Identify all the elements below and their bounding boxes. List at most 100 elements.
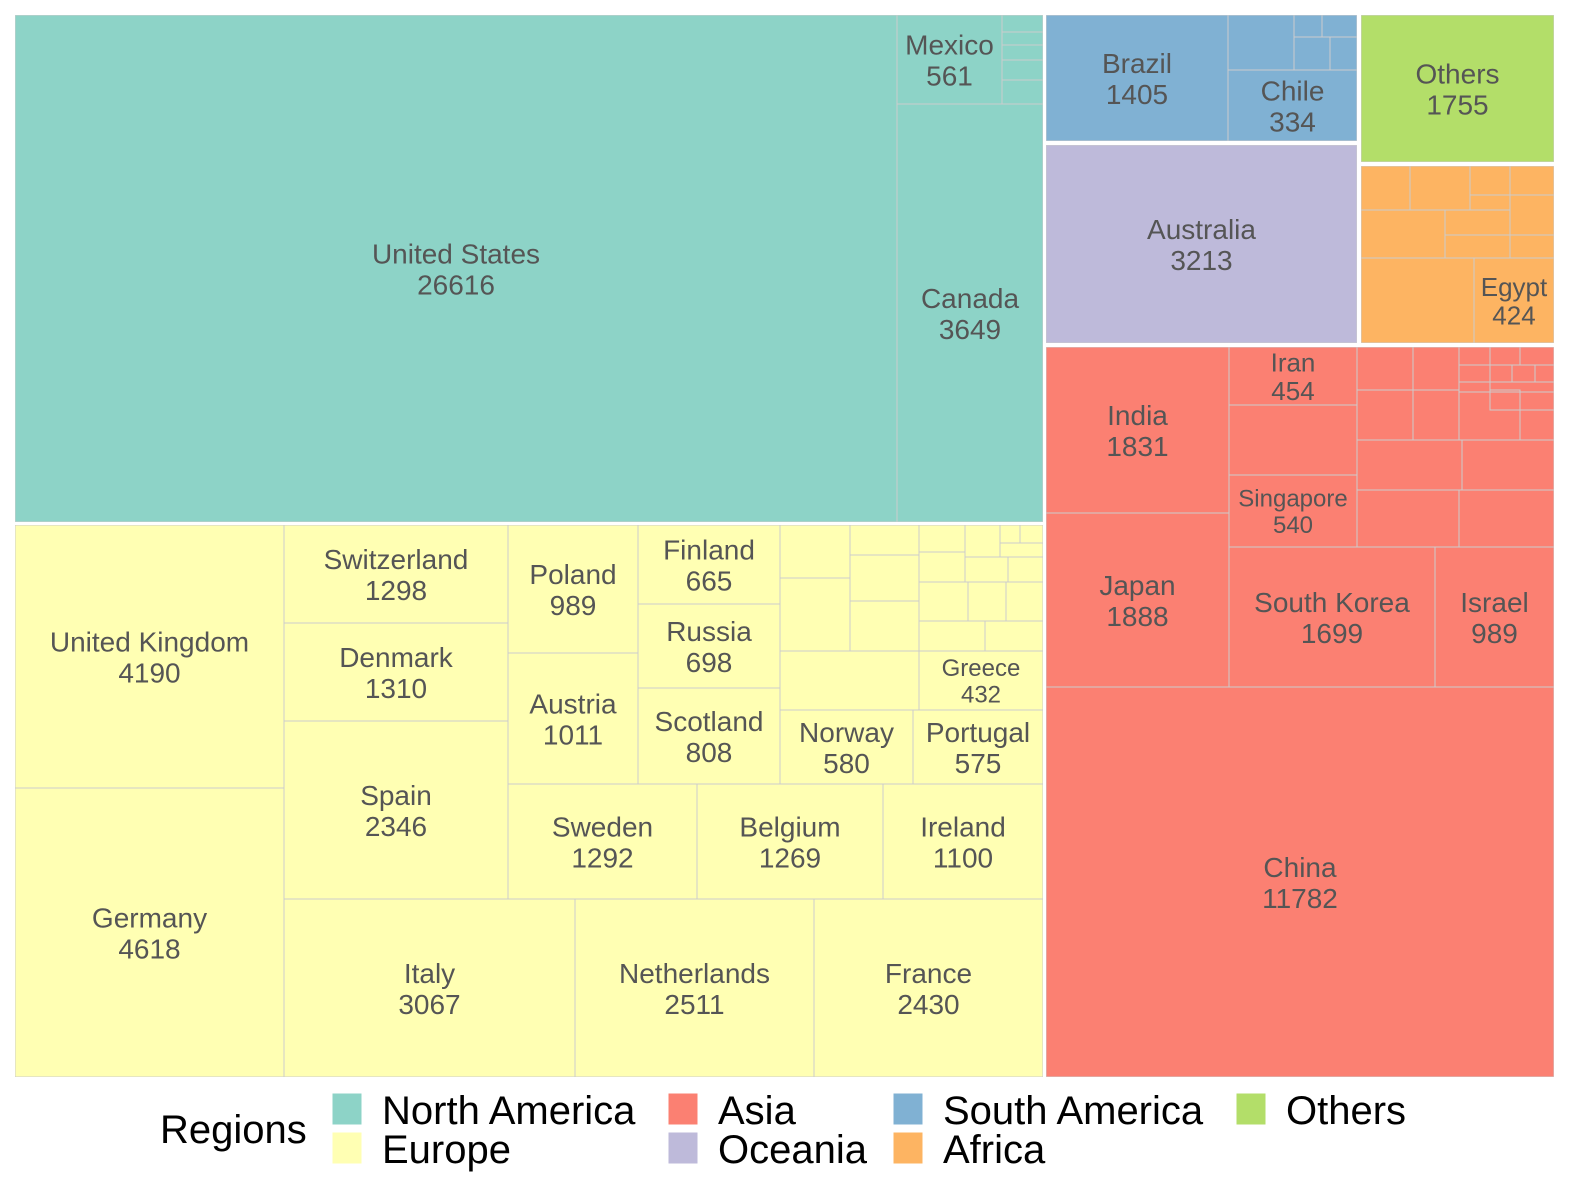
tile-label-australia: Australia [1147, 214, 1256, 245]
small-tile [999, 542, 1044, 558]
tile-label-japan: Japan [1099, 570, 1175, 601]
tile-label-sweden: Sweden [552, 811, 653, 842]
tile-label-india: India [1107, 400, 1168, 431]
tile-value-south-korea: 1699 [1301, 618, 1363, 649]
tile-value-finland: 665 [686, 565, 733, 596]
tile-value-austria: 1011 [543, 719, 603, 750]
tile-label-italy: Italy [404, 958, 455, 989]
small-tile [1321, 14, 1358, 38]
small-tile [1409, 165, 1471, 211]
tile-value-united-kingdom: 4190 [118, 657, 180, 688]
tile-label-others: Others [1415, 58, 1499, 89]
legend-label-others: Others [1286, 1089, 1406, 1133]
tile-label-scotland: Scotland [655, 706, 764, 737]
small-tile [1489, 346, 1521, 366]
tile-china [1045, 686, 1555, 1078]
small-tile [1469, 194, 1511, 211]
tile-value-brazil: 1405 [1106, 79, 1168, 110]
tile-israel [1434, 546, 1555, 688]
small-tile [1412, 389, 1460, 441]
small-tile [1360, 209, 1446, 259]
small-tile [1001, 59, 1044, 81]
small-tile [1356, 489, 1460, 548]
small-tile [967, 581, 1007, 622]
legend-swatch-south-america [892, 1092, 924, 1126]
small-tile [1412, 346, 1460, 391]
legend-swatch-africa [892, 1131, 924, 1165]
small-tile [1458, 346, 1491, 366]
small-tile [1001, 31, 1044, 46]
small-tile [849, 600, 920, 652]
tile-value-sweden: 1292 [571, 842, 633, 873]
tile-others [1360, 14, 1555, 163]
small-tile [1007, 556, 1044, 583]
tile-value-denmark: 1310 [365, 673, 427, 704]
tile-label-norway: Norway [799, 717, 894, 748]
tile-value-portugal: 575 [955, 748, 1002, 779]
tile-value-ireland: 1100 [933, 842, 993, 873]
tile-norway [779, 709, 914, 785]
small-tile [964, 524, 1001, 558]
small-tile [1458, 489, 1555, 548]
small-tile [1019, 524, 1044, 544]
tile-mexico [896, 14, 1003, 105]
region-borders [12, 12, 1557, 1080]
small-tile [779, 577, 851, 652]
tiles-layer [14, 14, 1555, 1078]
tile-value-others: 1755 [1426, 89, 1488, 120]
tile-value-chile: 334 [1269, 106, 1316, 137]
tile-value-scotland: 808 [686, 737, 733, 768]
small-tile [1489, 364, 1513, 383]
tile-egypt [1473, 257, 1555, 344]
tile-value-india: 1831 [1106, 431, 1168, 462]
small-tile [1511, 364, 1536, 383]
tile-poland [507, 524, 639, 654]
small-tile [1360, 257, 1475, 344]
tile-label-spain: Spain [360, 780, 432, 811]
tile-singapore [1228, 474, 1358, 548]
tile-value-united-states: 26616 [417, 269, 495, 300]
tile-label-egypt: Egypt [1481, 272, 1548, 302]
small-tile [1461, 439, 1555, 491]
tile-value-russia: 698 [686, 647, 733, 678]
legend-label-asia: Asia [718, 1089, 797, 1133]
small-tile [779, 524, 851, 579]
small-tile [1519, 346, 1555, 366]
legend-label-north-america: North America [382, 1089, 636, 1133]
legend-swatch-north-america [331, 1092, 363, 1126]
legend-swatch-oceania [667, 1131, 699, 1165]
tile-label-denmark: Denmark [339, 642, 454, 673]
small-tile [918, 551, 966, 583]
tile-label-south-korea: South Korea [1254, 587, 1410, 618]
tile-label-russia: Russia [666, 616, 752, 647]
small-tile [1509, 234, 1555, 259]
tile-denmark [283, 622, 509, 722]
tile-label-china: China [1263, 852, 1337, 883]
tile-japan [1045, 512, 1230, 688]
tile-value-israel: 989 [1471, 618, 1518, 649]
small-tile [1534, 364, 1555, 383]
tile-united-kingdom [14, 524, 285, 789]
small-tile [918, 524, 966, 553]
tile-ireland [882, 783, 1044, 900]
tile-italy [283, 898, 576, 1078]
small-tile [999, 524, 1021, 544]
legend-swatch-others [1235, 1092, 1267, 1126]
small-tile [1329, 36, 1358, 71]
tile-value-france: 2430 [897, 989, 959, 1020]
tile-australia [1045, 144, 1358, 344]
tile-india [1045, 346, 1230, 514]
legend-label-oceania: Oceania [718, 1128, 868, 1172]
tile-value-belgium: 1269 [759, 842, 821, 873]
small-tile [1444, 234, 1511, 259]
small-tile [1293, 36, 1331, 71]
tile-value-spain: 2346 [365, 811, 427, 842]
small-tile [1356, 346, 1414, 391]
tile-value-iran: 454 [1271, 376, 1314, 406]
tile-label-israel: Israel [1460, 587, 1528, 618]
small-tile [984, 620, 1044, 652]
small-tile [849, 524, 920, 556]
